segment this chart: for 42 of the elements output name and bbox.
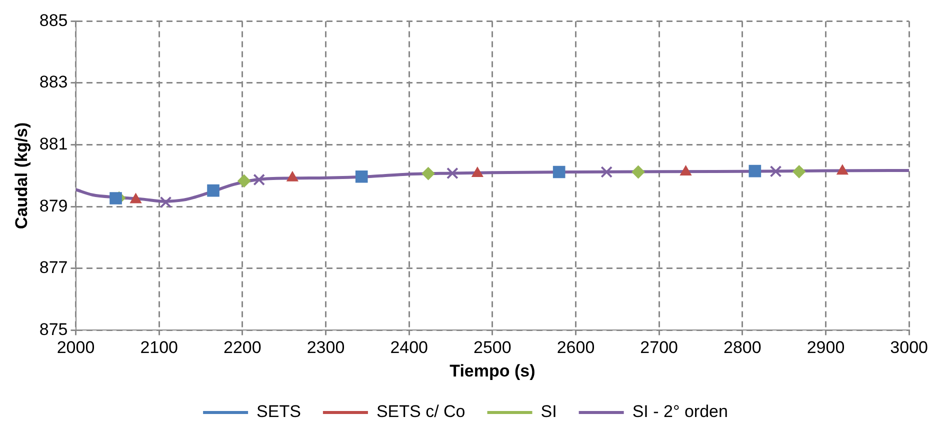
point <box>253 174 266 186</box>
point <box>355 170 368 183</box>
x-tick-label: 2500 <box>474 338 512 358</box>
legend-label: SETS c/ Co <box>376 402 466 422</box>
point <box>552 166 566 178</box>
point <box>792 165 806 178</box>
y-tick-label: 875 <box>39 320 68 339</box>
y-axis-title: Caudal (kg/s) <box>12 122 31 230</box>
y-tick-label: 877 <box>39 258 68 278</box>
point <box>600 166 613 178</box>
y-tick-label: 885 <box>39 10 68 30</box>
x-tick-label: 2400 <box>390 338 428 358</box>
y-tick-label: 883 <box>39 72 68 92</box>
x-axis-title: Tiempo (s) <box>450 361 536 380</box>
x-tick-label: 2900 <box>806 338 845 358</box>
point <box>770 165 782 178</box>
point <box>680 165 692 176</box>
point <box>422 167 435 180</box>
point <box>110 192 122 204</box>
x-tick-label: 2800 <box>724 338 762 358</box>
x-tick-label: 2100 <box>140 338 178 358</box>
x-tick-label: 2600 <box>556 338 595 358</box>
point <box>748 164 762 178</box>
point <box>446 167 458 180</box>
y-tick-label: 881 <box>39 134 68 154</box>
x-tick-label: 3000 <box>890 338 928 358</box>
x-tick-label: 2300 <box>306 338 345 358</box>
x-tick-label: 2000 <box>56 338 95 358</box>
legend-label: SI - 2° orden <box>632 402 728 422</box>
point <box>632 165 645 178</box>
point <box>238 174 251 188</box>
point <box>160 196 172 208</box>
legend-label: SETS <box>256 402 301 422</box>
point <box>472 167 484 178</box>
legend-label: SI <box>540 402 557 422</box>
y-tick-label: 879 <box>39 196 68 216</box>
point <box>286 171 298 182</box>
point <box>836 164 848 175</box>
x-tick-label: 2200 <box>224 338 262 358</box>
x-tick-label: 2700 <box>640 338 678 358</box>
point <box>130 193 142 204</box>
point <box>207 184 220 197</box>
